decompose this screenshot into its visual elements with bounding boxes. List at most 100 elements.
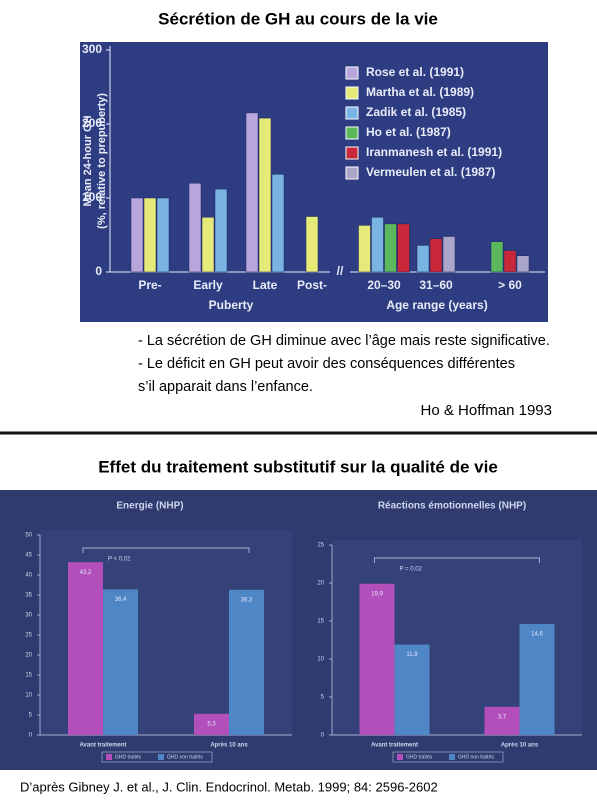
legend-label: Martha et al. (1989) [366,85,474,99]
x-tick-label: Avant traitement [79,743,126,749]
legend-label: Iranmanesh et al. (1991) [366,145,502,159]
bar [359,583,395,735]
legend-swatch [397,754,403,760]
bar [214,188,228,273]
bar [394,644,430,735]
value-label: 14,6 [531,632,543,638]
y-tick-label: 20 [317,581,324,587]
legend-swatch [345,106,359,120]
bar [516,255,530,273]
x-tick-label: Post- [297,278,327,292]
legend-swatch [158,754,164,760]
legend-label: GHD non traités [167,754,203,760]
y-tick-label: 5 [29,713,33,719]
value-label: 3,7 [498,714,507,720]
y-tick-label: 5 [321,695,325,701]
x-tick-label: > 60 [498,278,522,292]
y-tick-label: 20 [25,653,32,659]
bar [519,624,555,735]
y-tick-label: 0 [95,264,102,278]
legend-label: GHD non traités [458,754,494,760]
bar [245,112,259,273]
value-label: 5,3 [207,721,216,727]
bracket [82,547,250,553]
note: - La sécrétion de GH diminue avec l’âge … [138,333,550,349]
bar [194,713,229,735]
legend-label: GHD traités [115,754,142,760]
x-tick-label: Après 10 ans [501,743,539,749]
y-tick-label: 300 [82,42,102,56]
legend-swatch [449,754,455,760]
y-tick-label: 10 [317,657,324,663]
x-tick-label: Pre- [138,278,161,292]
y-tick-label: 0 [321,733,325,739]
group-label: Puberty [209,298,254,312]
value-label: 11,9 [406,652,418,658]
value-label: 43,2 [80,570,92,576]
bar [156,197,170,273]
y-tick-label: 50 [25,533,32,539]
page-title: Sécrétion de GH au cours de la vie [158,9,438,28]
legend-swatch [106,754,112,760]
value-label: 36,4 [115,597,127,603]
x-tick-label: Après 10 ans [210,743,248,749]
bracket [374,557,540,563]
value-label: 36,3 [241,597,253,603]
group-label: Age range (years) [386,298,487,312]
bar [188,182,202,273]
legend-swatch [345,146,359,160]
bar [490,241,504,273]
value-label: 19,9 [371,591,383,597]
y-tick-label: 40 [25,573,32,579]
annotation: P = 0,02 [400,567,423,573]
x-tick-label: Early [193,278,223,292]
y-tick-label: 45 [25,553,32,559]
bar [484,706,520,735]
note: - Le déficit en GH peut avoir des conséq… [138,356,515,372]
legend-label: Rose et al. (1991) [366,65,464,79]
bar [358,225,371,273]
bar [371,216,384,273]
x-tick-label: Late [253,278,278,292]
legend-swatch [345,86,359,100]
y-tick-label: 200 [82,116,102,130]
y-tick-label: 15 [25,673,32,679]
legend-swatch [345,126,359,140]
bar [442,236,456,273]
bar [258,117,272,273]
y-tick-label: 100 [82,190,102,204]
chart-title: Energie (NHP) [116,501,183,512]
source: Ho & Hoffman 1993 [421,402,552,419]
axis-break: // [337,264,344,278]
legend-swatch [345,66,359,80]
legend-label: Ho et al. (1987) [366,125,451,139]
y-tick-label: 25 [317,543,324,549]
x-tick-label: 20–30 [367,278,401,292]
y-tick-label: 10 [25,693,32,699]
bar [271,174,285,273]
bar [103,589,138,735]
legend-label: Zadik et al. (1985) [366,105,466,119]
legend-swatch [345,166,359,180]
y-tick-label: 25 [25,633,32,639]
y-tick-label: 15 [317,619,324,625]
chart-panel [80,42,548,322]
section-title: Effet du traitement substitutif sur la q… [98,457,498,476]
bar [201,216,215,273]
legend-label: Vermeulen et al. (1987) [366,165,495,179]
bar [416,245,430,273]
x-tick-label: 31–60 [419,278,453,292]
legend-box [392,751,504,763]
legend-box [101,751,213,763]
y-tick-label: 35 [25,593,32,599]
footer: D’après Gibney J. et al., J. Clin. Endoc… [20,779,438,794]
bar [397,223,410,273]
bar [143,197,157,273]
x-tick-label: Avant traitement [371,743,418,749]
bar [68,562,103,735]
bar [229,589,264,735]
y-tick-label: 30 [25,613,32,619]
bar [130,197,144,273]
